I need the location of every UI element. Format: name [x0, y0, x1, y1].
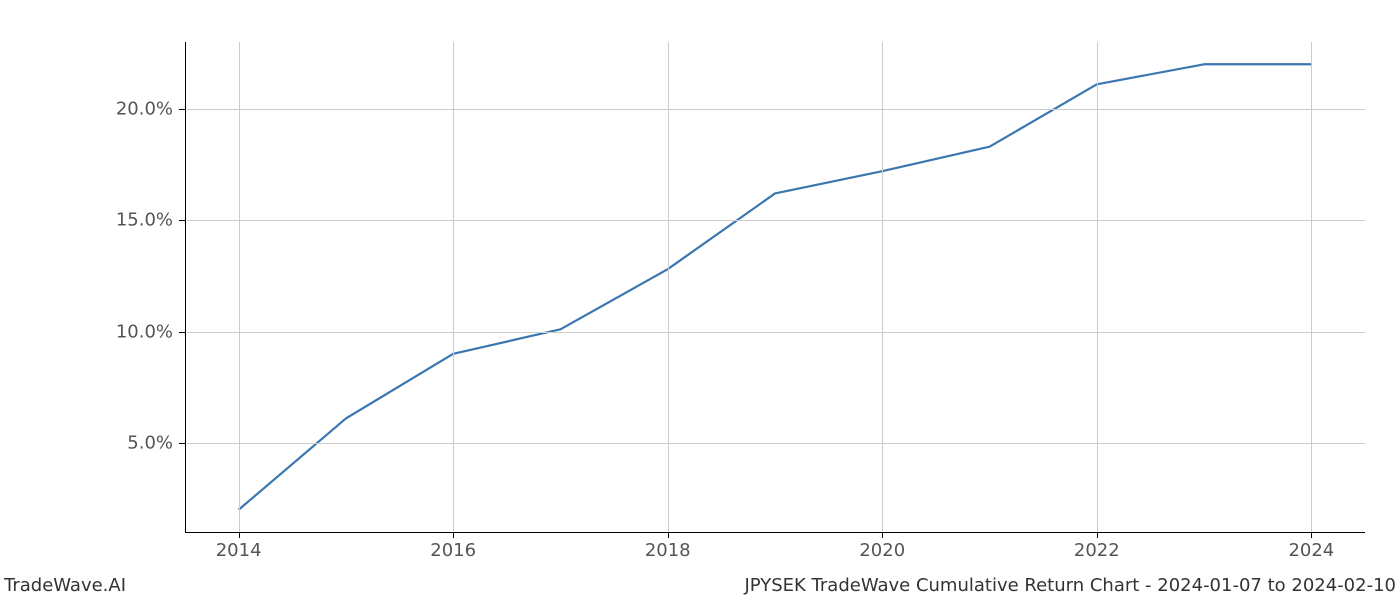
grid-line-horizontal	[185, 109, 1365, 110]
grid-line-vertical	[453, 42, 454, 532]
plot-area	[185, 42, 1365, 532]
y-tick-label: 20.0%	[116, 98, 173, 119]
grid-line-vertical	[1097, 42, 1098, 532]
data-line-svg	[185, 42, 1365, 532]
grid-line-horizontal	[185, 220, 1365, 221]
grid-line-vertical	[1311, 42, 1312, 532]
grid-line-vertical	[668, 42, 669, 532]
x-tick-label: 2020	[859, 540, 905, 561]
footer-right-text: JPYSEK TradeWave Cumulative Return Chart…	[744, 575, 1396, 596]
y-tick-label: 10.0%	[116, 321, 173, 342]
x-tick-label: 2018	[645, 540, 691, 561]
chart-container: TradeWave.AI JPYSEK TradeWave Cumulative…	[0, 0, 1400, 600]
grid-line-vertical	[239, 42, 240, 532]
x-tick-label: 2022	[1074, 540, 1120, 561]
y-tick-label: 15.0%	[116, 210, 173, 231]
footer-left-text: TradeWave.AI	[4, 575, 126, 596]
y-axis-spine	[185, 42, 186, 532]
y-tick-label: 5.0%	[127, 432, 173, 453]
grid-line-horizontal	[185, 332, 1365, 333]
x-tick-label: 2016	[430, 540, 476, 561]
grid-line-horizontal	[185, 443, 1365, 444]
grid-line-vertical	[882, 42, 883, 532]
x-axis-spine	[185, 532, 1365, 533]
x-tick-label: 2014	[216, 540, 262, 561]
x-tick-label: 2024	[1288, 540, 1334, 561]
